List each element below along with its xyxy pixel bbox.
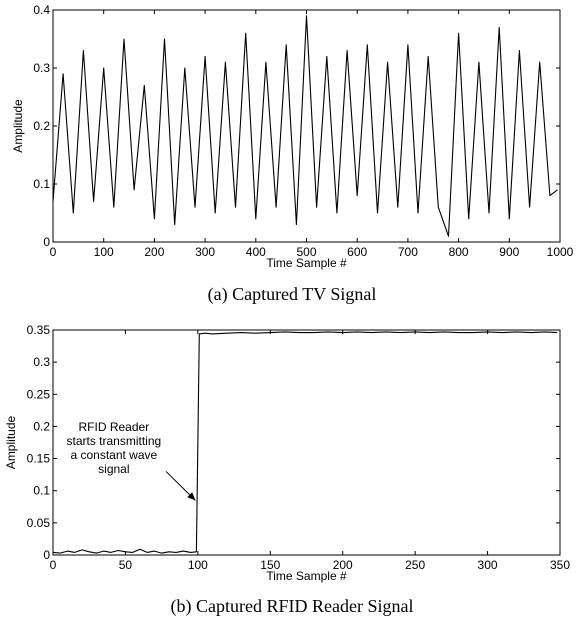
rfid-signal-y-tick-label: 0 [43, 548, 50, 562]
tv-signal-x-tick-label: 500 [296, 245, 316, 259]
rfid-annotation-line-4: signal [98, 462, 129, 476]
tv-signal-x-tick-label: 900 [499, 245, 519, 259]
rfid-signal-caption: (b) Captured RFID Reader Signal [171, 596, 414, 617]
rfid-signal-x-tick-label: 100 [188, 558, 208, 572]
tv-signal-y-tick-label: 0.4 [33, 3, 50, 17]
tv-signal-y-tick-label: 0 [43, 235, 50, 249]
tv-signal-caption: (a) Captured TV Signal [208, 284, 377, 305]
tv-signal-plot-frame [52, 9, 561, 243]
tv-signal-y-axis-label: Amplitude [11, 99, 25, 153]
rfid-signal-line [52, 331, 558, 554]
rfid-signal-series [52, 331, 558, 554]
tv-signal-x-tick-label: 400 [246, 245, 266, 259]
tv-signal-x-tick-label: 800 [449, 245, 469, 259]
rfid-signal-y-tick-label: 0.35 [27, 323, 51, 337]
rfid-signal-x-tick-label: 350 [550, 558, 570, 572]
rfid-signal-x-tick-label: 300 [478, 558, 498, 572]
tv-signal-x-tick-label: 300 [195, 245, 215, 259]
tv-signal-ticks: 0 100 200 300 400 500 600 700 800 900 1000 0 0.1 0.2 0… [33, 3, 573, 259]
rfid-signal-y-tick-label: 0.1 [33, 484, 50, 498]
rfid-signal-y-axis-label: Amplitude [4, 416, 18, 470]
tv-signal-x-tick-label: 1000 [547, 245, 574, 259]
rfid-signal-plot-frame [52, 329, 561, 556]
tv-signal-panel: 0 100 200 300 400 500 600 700 800 900 1000 0 0.1 0.2 0… [11, 3, 574, 305]
tv-signal-x-axis-label: Time Sample # [266, 256, 347, 270]
rfid-signal-y-tick-label: 0.2 [33, 419, 50, 433]
rfid-signal-x-tick-label: 200 [333, 558, 353, 572]
tv-signal-x-tick-label: 200 [144, 245, 164, 259]
tv-signal-line [52, 15, 558, 237]
rfid-annotation: RFID Reader starts transmitting a consta… [66, 420, 196, 501]
tv-signal-x-tick-label: 0 [50, 245, 57, 259]
rfid-signal-x-tick-label: 0 [50, 558, 57, 572]
rfid-signal-y-tick-label: 0.25 [27, 387, 51, 401]
rfid-signal-x-tick-label: 250 [405, 558, 425, 572]
rfid-annotation-line-2: starts transmitting [66, 434, 161, 448]
tv-signal-x-tick-label: 600 [347, 245, 367, 259]
tv-signal-y-tick-label: 0.2 [33, 119, 50, 133]
rfid-signal-x-tick-label: 50 [119, 558, 133, 572]
tv-signal-series [52, 15, 558, 237]
rfid-signal-ticks: 0 50 100 150 200 250 300 350 0 0.05 0.1 0.15 0.2 0.25… [27, 323, 571, 572]
rfid-signal-y-tick-label: 0.05 [27, 516, 51, 530]
rfid-signal-x-axis-label: Time Sample # [266, 569, 347, 583]
rfid-annotation-line-3: a constant wave [70, 448, 157, 462]
rfid-signal-x-tick-label: 150 [260, 558, 280, 572]
tv-signal-y-tick-label: 0.3 [33, 61, 50, 75]
tv-signal-x-tick-label: 700 [398, 245, 418, 259]
rfid-annotation-arrowhead [187, 492, 196, 501]
rfid-signal-y-tick-label: 0.3 [33, 355, 50, 369]
rfid-signal-y-tick-label: 0.15 [27, 452, 51, 466]
tv-signal-x-tick-label: 100 [94, 245, 114, 259]
tv-signal-y-tick-label: 0.1 [33, 177, 50, 191]
rfid-annotation-line-1: RFID Reader [78, 420, 149, 434]
rfid-signal-panel: 0 50 100 150 200 250 300 350 0 0.05 0.1 0.15 0.2 0.25… [4, 323, 570, 617]
